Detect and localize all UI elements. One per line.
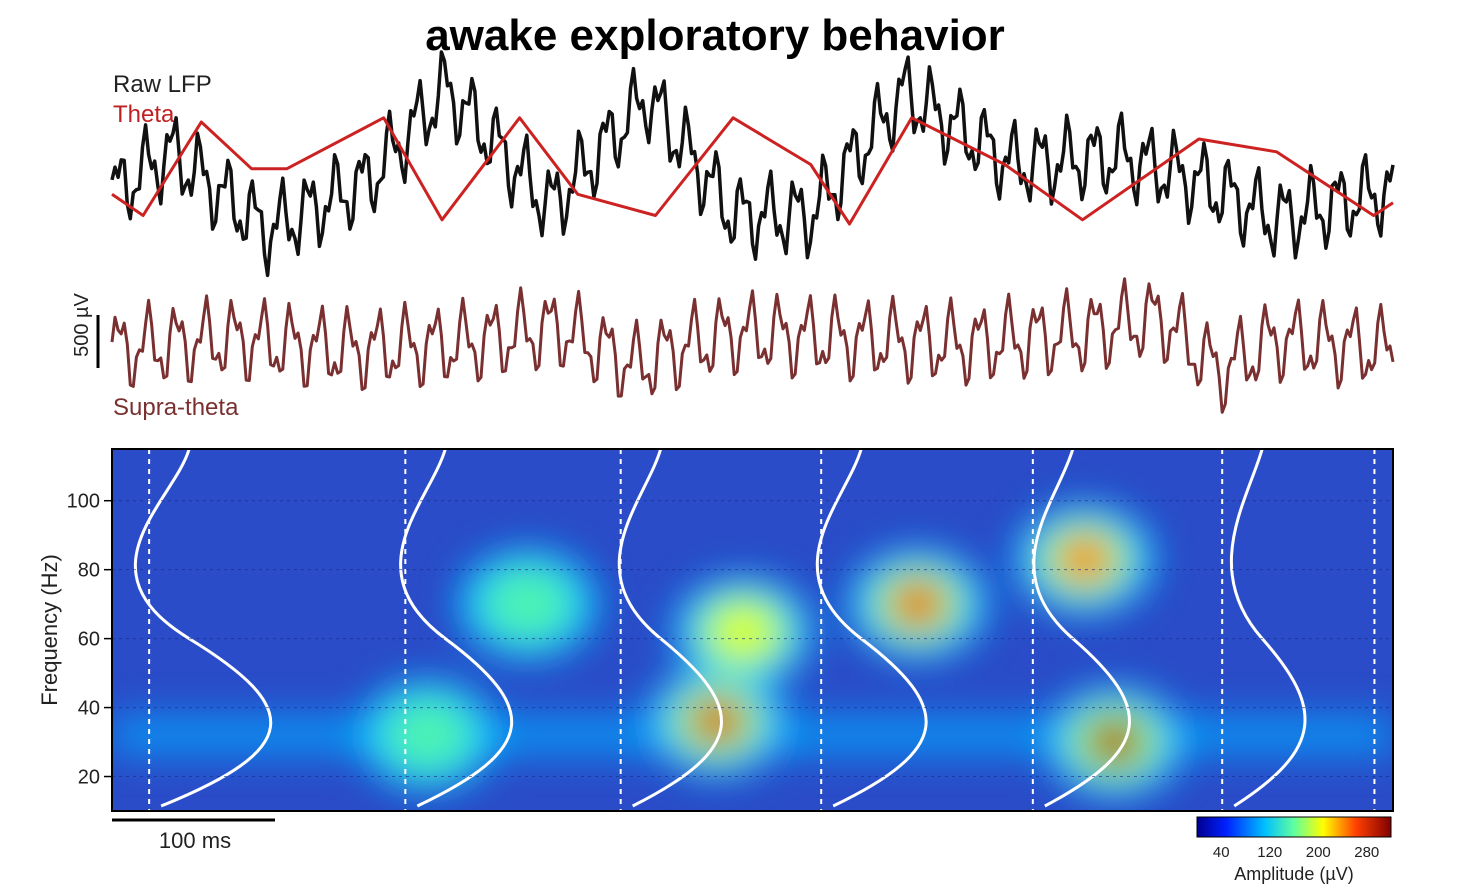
hotspot-3 [1058,537,1111,582]
traces [110,50,1395,414]
y-axis-label: Frequency (Hz) [37,554,62,706]
hotspot-2 [891,582,944,627]
hotspot-5 [501,582,554,627]
hotspot-1 [691,699,744,744]
chart-title: awake exploratory behavior [425,11,1005,60]
colorbar-label: Amplitude (µV) [1234,864,1353,884]
spectrogram-frame [111,448,1394,812]
trace-raw-lfp [110,50,1395,278]
ytick-label-20: 20 [78,767,100,789]
colorbar-tick-200: 200 [1306,844,1331,861]
ytick-label-40: 40 [78,698,100,720]
trace-supra-theta [110,277,1395,414]
hotspot-4 [401,713,454,758]
ytick-label-100: 100 [67,491,100,513]
phase-curve-1 [399,449,514,808]
colorbar-tick-40: 40 [1213,844,1230,861]
legend-supra-theta: Supra-theta [113,394,239,421]
colorbar [1196,816,1392,838]
ytick-label-80: 80 [78,560,100,582]
colorbar-tick-280: 280 [1354,844,1379,861]
legend-theta: Theta [113,101,175,128]
hotspot-6 [717,609,770,654]
time-scale-label: 100 ms [159,828,231,853]
colorbar-tick-120: 120 [1257,844,1282,861]
frequency-axis: 20 40 60 80 100 [67,491,112,789]
colorbar-ticks: 40 120 200 280 [1213,844,1379,861]
ytick-label-60: 60 [78,629,100,651]
legend-raw-lfp: Raw LFP [113,71,212,98]
spectrogram [112,449,1393,811]
voltage-scale-label: 500 µV [71,292,93,356]
trace-theta [111,116,1394,226]
